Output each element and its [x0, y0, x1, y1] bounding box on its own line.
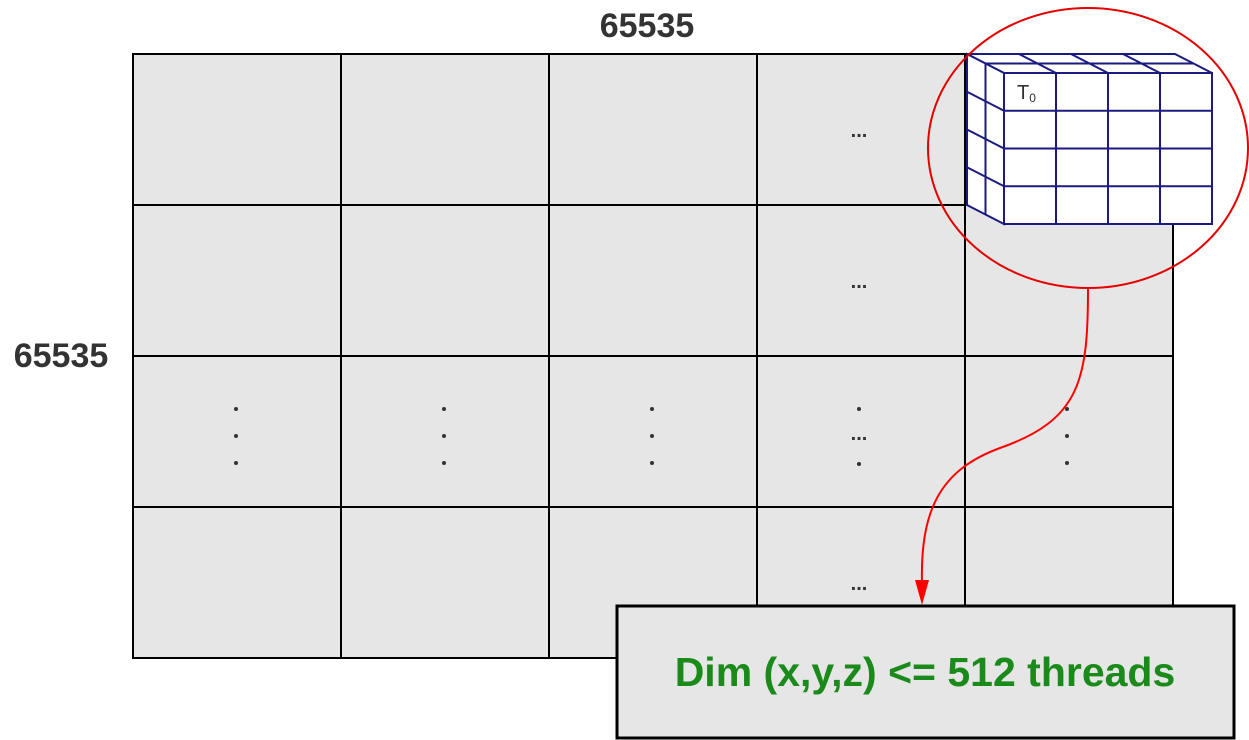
grid-block	[132, 355, 342, 508]
ellipsis-dot	[442, 407, 446, 411]
ellipsis-dot	[234, 434, 238, 438]
thread-label: T0	[1017, 82, 1036, 105]
ellipsis-dot	[234, 461, 238, 465]
grid-block	[340, 506, 550, 659]
row-ellipsis-2: ...	[851, 271, 868, 293]
grid-block	[132, 204, 342, 357]
grid-block	[548, 53, 758, 206]
grid-block	[756, 355, 966, 508]
caption-box	[615, 604, 1236, 740]
grid-block	[548, 355, 758, 508]
ellipsis-dot	[1065, 434, 1069, 438]
center-ellipsis: ...	[851, 423, 868, 445]
row-ellipsis-1: ...	[851, 120, 868, 142]
ellipsis-dot	[442, 434, 446, 438]
ellipsis-dot	[650, 434, 654, 438]
grid-block	[340, 53, 550, 206]
callout-arrow-head	[915, 580, 929, 605]
callout-arrow-line	[920, 288, 1089, 586]
magnifier-circle	[927, 7, 1249, 289]
grid-block	[340, 355, 550, 508]
ellipsis-dot	[234, 407, 238, 411]
grid-blocks	[132, 53, 1174, 659]
ellipsis-dot	[650, 407, 654, 411]
ellipsis-dot	[442, 461, 446, 465]
thread-label-letter: T	[1017, 82, 1029, 104]
row-ellipsis-4: ...	[851, 573, 868, 595]
ellipsis-dot	[857, 407, 861, 411]
thread-label-subscript: 0	[1029, 91, 1036, 105]
thread-block-3d	[966, 52, 1213, 226]
ellipsis-dot	[857, 462, 861, 466]
grid-block	[340, 204, 550, 357]
ellipsis-dot	[1065, 407, 1069, 411]
ellipsis-dot	[650, 461, 654, 465]
ellipsis-dot	[1065, 461, 1069, 465]
grid-height-label: 65535	[14, 337, 109, 375]
grid-block	[548, 204, 758, 357]
column-ellipsis-dots	[234, 407, 1069, 466]
grid-width-label: 65535	[600, 7, 695, 45]
grid-block	[132, 506, 342, 659]
grid-block	[132, 53, 342, 206]
grid-block	[964, 355, 1174, 508]
caption-text: Dim (x,y,z) <= 512 threads	[675, 649, 1176, 695]
